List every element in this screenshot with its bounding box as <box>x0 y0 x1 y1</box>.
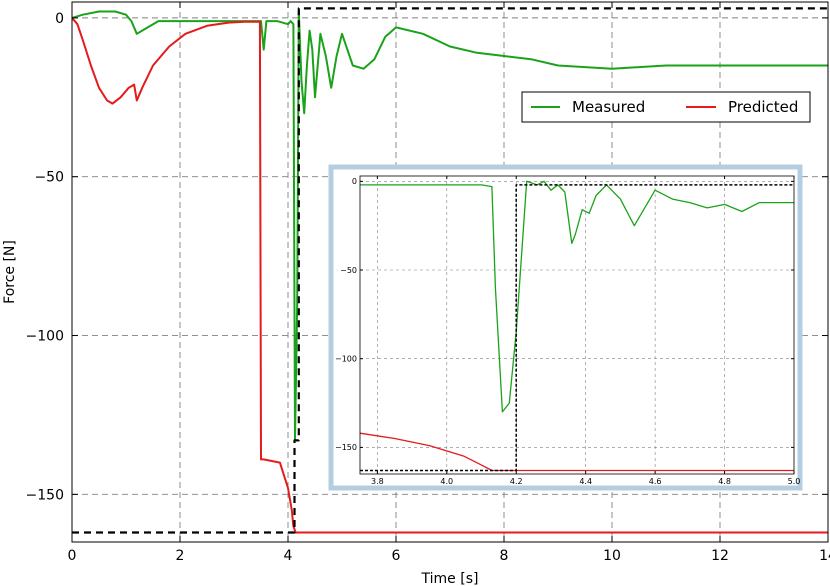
x-tick-label: 0 <box>68 548 77 564</box>
inset-x-ticks: 3.8 4.0 4.2 4.4 4.6 4.8 5.0 <box>371 176 800 486</box>
inset-series-lines <box>359 180 794 472</box>
y-tick-label: −50 <box>34 170 64 186</box>
x-tick-label: 5.0 <box>788 477 801 486</box>
legend: Measured Predicted <box>521 91 811 123</box>
x-tick-label: 4.6 <box>649 477 662 486</box>
y-axis-label: Force [N] <box>2 240 18 304</box>
x-tick-label: 6 <box>392 548 401 564</box>
y-tick-label: 0 <box>55 11 64 27</box>
x-tick-label: 14 <box>819 548 830 564</box>
series-line-measured <box>71 10 828 442</box>
inset-chart: 3.8 4.0 4.2 4.4 4.6 4.8 5.0 0 −50 −100 −150 <box>328 164 803 491</box>
x-tick-label: 4.2 <box>510 477 523 486</box>
x-axis-label: Time [s] <box>421 571 479 586</box>
main-y-ticks: 0 −50 −100 −150 <box>26 11 828 503</box>
y-tick-label: −100 <box>335 355 357 364</box>
inset-frame <box>328 164 803 491</box>
legend-box <box>521 91 811 123</box>
legend-label-measured: Measured <box>572 98 645 116</box>
x-tick-label: 4 <box>284 548 293 564</box>
x-tick-label: 12 <box>711 548 729 564</box>
reference-dashed-line <box>360 184 794 472</box>
main-plot-frame <box>71 1 829 543</box>
reference-dashed-line <box>72 7 828 534</box>
x-tick-label: 10 <box>603 548 621 564</box>
x-tick-label: 3.8 <box>371 477 384 486</box>
x-tick-label: 8 <box>500 548 509 564</box>
inset-plot-frame <box>359 175 795 475</box>
y-tick-label: −150 <box>335 443 357 452</box>
series-line-predicted <box>359 432 794 472</box>
x-tick-label: 2 <box>176 548 185 564</box>
x-tick-label: 4.0 <box>440 477 453 486</box>
main-series-lines <box>71 7 828 534</box>
y-tick-label: −150 <box>26 487 64 503</box>
y-tick-label: 0 <box>352 177 357 186</box>
y-tick-label: −50 <box>340 266 357 275</box>
series-line-measured <box>360 180 794 413</box>
y-tick-label: −100 <box>26 328 64 344</box>
x-tick-label: 4.8 <box>718 477 731 486</box>
x-tick-label: 4.4 <box>579 477 592 486</box>
inset-y-ticks: 0 −50 −100 −150 <box>335 177 794 452</box>
main-x-ticks: 0 2 4 6 8 10 12 14 <box>68 2 830 564</box>
legend-label-predicted: Predicted <box>728 98 798 116</box>
